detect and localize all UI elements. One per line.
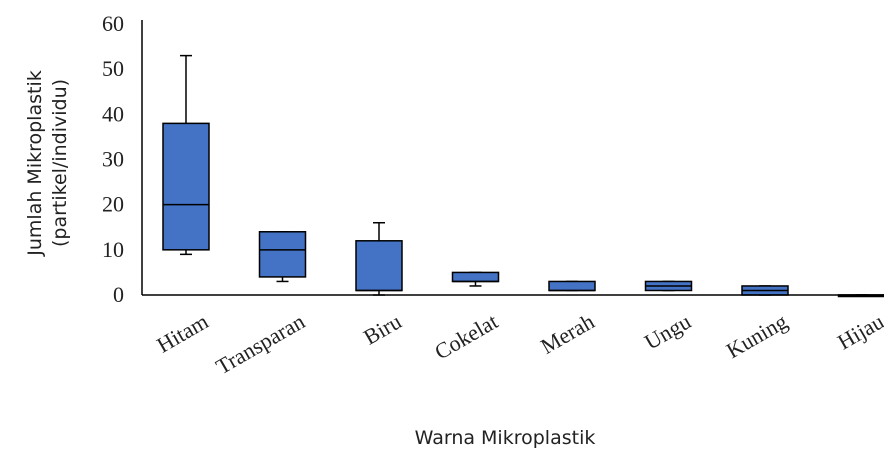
y-tick-label: 60 [102, 11, 124, 36]
x-axis-title: Warna Mikroplastik [415, 427, 596, 449]
box-iqr [355, 240, 403, 292]
box-kuning [741, 285, 789, 296]
y-tick-label: 40 [102, 101, 124, 126]
x-category-label: Merah [536, 309, 598, 359]
x-category-label: Hijau [833, 309, 884, 355]
box-biru [355, 221, 403, 296]
y-axis-title-line2: (partikel/individu) [49, 79, 71, 247]
y-tick-label: 0 [113, 282, 124, 307]
y-axis-ticks: 0 10 20 30 40 50 60 [102, 11, 124, 307]
x-category-label: Ungu [640, 309, 695, 355]
y-tick-label: 30 [102, 147, 124, 172]
y-tick-label: 50 [102, 56, 124, 81]
box-merah [548, 280, 596, 292]
x-category-label: Cokelat [430, 309, 502, 365]
box-iqr [451, 271, 500, 283]
x-category-label: Kuning [722, 309, 792, 364]
box-hitam [162, 54, 210, 256]
x-category-label: Biru [359, 309, 405, 350]
boxplot-series [162, 54, 884, 298]
box-iqr [258, 231, 307, 278]
y-tick-label: 20 [102, 192, 124, 217]
x-category-label: Hitam [152, 309, 212, 358]
x-category-label: Transparan [211, 309, 309, 380]
box-cokelat [451, 271, 500, 287]
box-ungu [644, 280, 693, 292]
y-axis-title-line1: Jumlah Mikroplastik [24, 70, 46, 256]
y-tick-label: 10 [102, 237, 124, 262]
box-iqr [548, 280, 596, 292]
box-iqr [162, 122, 210, 251]
box-transparan [258, 231, 307, 283]
